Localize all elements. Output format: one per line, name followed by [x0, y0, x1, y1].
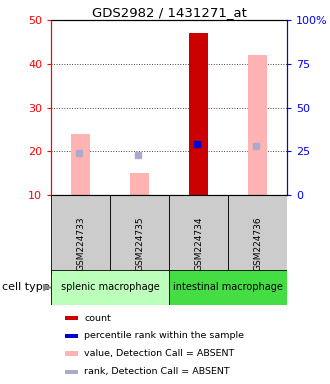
Bar: [196, 33, 202, 195]
Bar: [51, 270, 169, 305]
Title: GDS2982 / 1431271_at: GDS2982 / 1431271_at: [92, 6, 247, 19]
Text: intestinal macrophage: intestinal macrophage: [173, 283, 283, 293]
Bar: [65, 316, 78, 320]
Text: GSM224734: GSM224734: [194, 217, 203, 271]
Bar: [71, 134, 90, 195]
Bar: [51, 195, 110, 275]
Text: rank, Detection Call = ABSENT: rank, Detection Call = ABSENT: [84, 367, 230, 376]
Text: GSM224735: GSM224735: [135, 216, 144, 271]
Bar: [65, 370, 78, 374]
Bar: [130, 173, 149, 195]
Text: percentile rank within the sample: percentile rank within the sample: [84, 331, 244, 340]
Bar: [169, 270, 287, 305]
Text: count: count: [84, 314, 111, 323]
Bar: [169, 195, 228, 275]
Bar: [65, 351, 78, 356]
Text: splenic macrophage: splenic macrophage: [61, 283, 159, 293]
Text: GSM224736: GSM224736: [253, 216, 262, 271]
Text: GSM224733: GSM224733: [76, 216, 85, 271]
Text: value, Detection Call = ABSENT: value, Detection Call = ABSENT: [84, 349, 234, 358]
Text: cell type: cell type: [2, 283, 50, 293]
Bar: [189, 33, 208, 195]
Bar: [248, 55, 267, 195]
Bar: [110, 195, 169, 275]
Bar: [65, 334, 78, 338]
Bar: [228, 195, 287, 275]
